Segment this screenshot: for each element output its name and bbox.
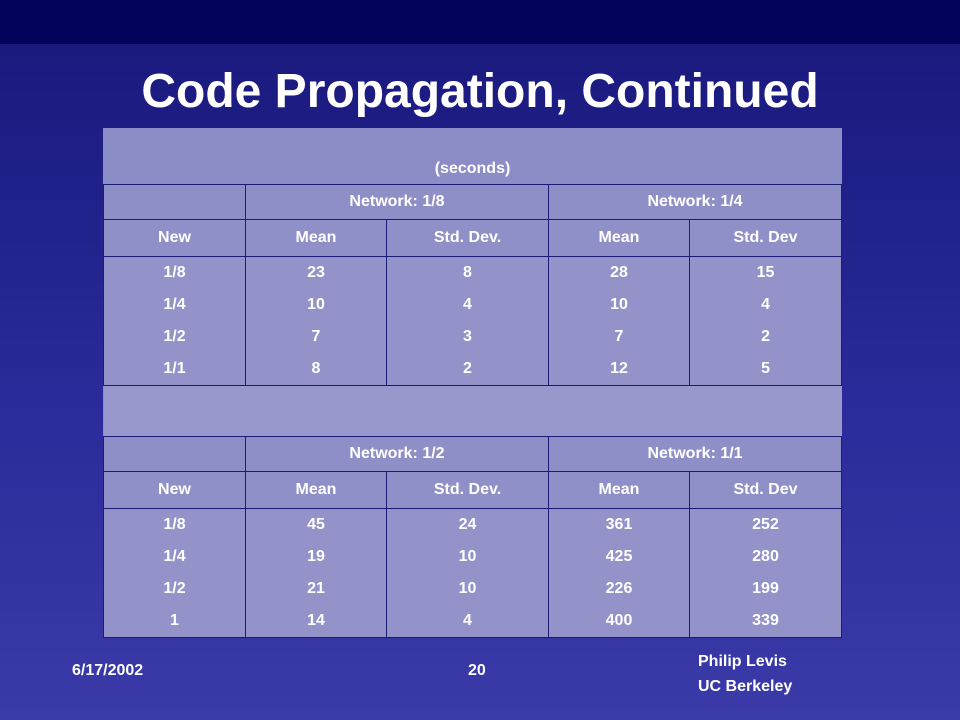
table-cell: 199	[688, 573, 843, 605]
footer-affiliation: UC Berkeley	[698, 678, 793, 695]
column-header: Std. Dev	[688, 219, 843, 257]
table-cell: 23	[245, 256, 387, 289]
table-cell: 10	[245, 289, 387, 321]
units-caption: (seconds)	[103, 128, 842, 185]
table-row: 1/1 8 2 12 5	[103, 353, 843, 386]
table-cell: 7	[245, 321, 387, 353]
table-cell: 361	[548, 508, 690, 541]
table-cell: 21	[245, 573, 387, 605]
table-row: 1/4 10 4 10 4	[103, 289, 843, 321]
table-cell: 1/4	[103, 541, 246, 573]
table-cell: 425	[548, 541, 690, 573]
table-cell: 28	[548, 256, 690, 289]
column-header-row: New Mean Std. Dev. Mean Std. Dev	[103, 219, 843, 257]
results-table: (seconds) Network: 1/8 Network: 1/4 New …	[103, 128, 843, 638]
table-cell: 1/2	[103, 573, 246, 605]
group-header-row: Network: 1/2 Network: 1/1	[103, 436, 843, 472]
table-cell: 1/1	[103, 353, 246, 386]
group-header-row: Network: 1/8 Network: 1/4	[103, 184, 843, 220]
table-row: 1/4 19 10 425 280	[103, 541, 843, 573]
table-cell: 252	[688, 508, 843, 541]
spacer-cell	[103, 385, 842, 437]
table-row: 1/2 7 3 7 2	[103, 321, 843, 353]
column-header: Mean	[245, 219, 387, 257]
column-header: Mean	[548, 219, 690, 257]
column-header: Std. Dev.	[386, 219, 549, 257]
table-cell: 19	[245, 541, 387, 573]
table-cell: 8	[386, 256, 549, 289]
table-row: 1/8 45 24 361 252	[103, 508, 843, 541]
footer-page-number: 20	[468, 662, 486, 679]
column-header-row: New Mean Std. Dev. Mean Std. Dev	[103, 471, 843, 509]
table-cell: 10	[386, 573, 549, 605]
table-cell: 10	[548, 289, 690, 321]
table-cell: 3	[386, 321, 549, 353]
column-header: Std. Dev	[688, 471, 843, 509]
table-cell: 226	[548, 573, 690, 605]
table-cell: 1	[103, 605, 246, 638]
table-cell: 8	[245, 353, 387, 386]
table-cell: 4	[386, 605, 549, 638]
table-cell: 10	[386, 541, 549, 573]
column-header: Mean	[548, 471, 690, 509]
table-row: 1/2 21 10 226 199	[103, 573, 843, 605]
group-header: Network: 1/8	[245, 184, 549, 220]
table-cell: 339	[688, 605, 843, 638]
table-cell: 1/8	[103, 256, 246, 289]
table-cell: 4	[688, 289, 843, 321]
table-cell: 5	[688, 353, 843, 386]
table-cell: 1/4	[103, 289, 246, 321]
table-cell: 7	[548, 321, 690, 353]
column-header: New	[103, 219, 246, 257]
table-cell: 14	[245, 605, 387, 638]
table-cell: 45	[245, 508, 387, 541]
table-cell: 280	[688, 541, 843, 573]
table-cell: 2	[386, 353, 549, 386]
footer-date: 6/17/2002	[72, 662, 144, 679]
table-cell: 1/8	[103, 508, 246, 541]
column-header: Mean	[245, 471, 387, 509]
spacer-row	[103, 385, 842, 437]
group-header-empty	[103, 184, 246, 220]
group-header: Network: 1/1	[547, 436, 843, 472]
caption-row: (seconds)	[103, 128, 842, 185]
table-row: 1/8 23 8 28 15	[103, 256, 843, 289]
footer-author: Philip Levis	[698, 653, 787, 670]
table-cell: 1/2	[103, 321, 246, 353]
table-cell: 15	[688, 256, 843, 289]
column-header: New	[103, 471, 246, 509]
slide-title: Code Propagation, Continued	[141, 65, 819, 118]
top-bar	[0, 0, 960, 44]
table-cell: 400	[548, 605, 690, 638]
column-header: Std. Dev.	[386, 471, 549, 509]
group-header: Network: 1/4	[547, 184, 843, 220]
table-cell: 2	[688, 321, 843, 353]
results-table-container: (seconds) Network: 1/8 Network: 1/4 New …	[103, 128, 843, 638]
group-header: Network: 1/2	[245, 436, 549, 472]
table-row: 1 14 4 400 339	[103, 605, 843, 638]
table-cell: 4	[386, 289, 549, 321]
table-cell: 24	[386, 508, 549, 541]
group-header-empty	[103, 436, 246, 472]
table-cell: 12	[548, 353, 690, 386]
